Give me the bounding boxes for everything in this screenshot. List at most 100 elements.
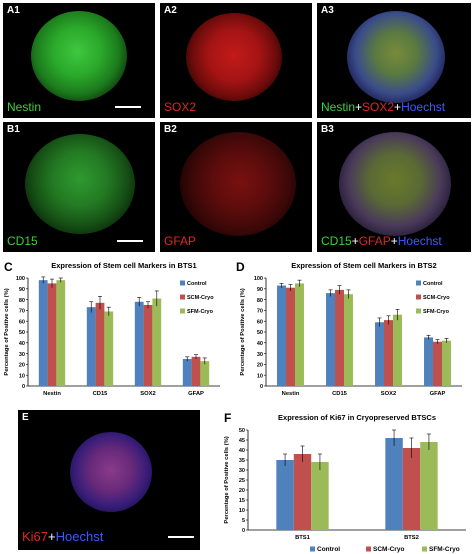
spheroid-image — [31, 11, 127, 101]
legend-swatch — [416, 308, 421, 314]
y-tick-label: 45 — [239, 438, 245, 444]
merge-part: + — [355, 100, 363, 114]
y-tick-label: 60 — [19, 319, 25, 325]
chart-f: Expression of Ki67 in Cryopreserved BTSC… — [224, 413, 466, 553]
panel-a2: A2 SOX2 — [160, 3, 312, 118]
chart-letter-d: D — [236, 260, 245, 274]
y-tick-label: 90 — [257, 287, 263, 293]
legend-label: Control — [317, 546, 340, 553]
y-tick-label: 80 — [19, 298, 25, 304]
merge-part: Hoechst — [401, 100, 446, 114]
bar — [335, 289, 344, 386]
y-tick-label: 70 — [19, 309, 25, 315]
marker-label: GFAP — [164, 234, 197, 248]
y-tick-label: 60 — [257, 319, 263, 325]
spheroid-image — [339, 132, 451, 236]
legend-swatch — [310, 546, 315, 552]
bar — [47, 283, 57, 386]
y-tick-label: 0 — [22, 384, 25, 390]
merge-part: CD15 — [321, 234, 352, 248]
y-tick-label: 100 — [16, 276, 25, 282]
y-tick-label: 40 — [257, 341, 263, 347]
bar — [152, 298, 162, 386]
y-tick-label: 40 — [19, 341, 25, 347]
y-tick-label: 40 — [239, 448, 245, 454]
panel-a3: A3 Nestin+SOX2+Hoechst — [317, 3, 471, 118]
bar — [402, 448, 421, 530]
chart-title: Expression of Stem cell Markers in BTS1 — [51, 261, 196, 270]
bar — [277, 285, 287, 386]
y-tick-label: 50 — [239, 428, 245, 434]
chart-letter-c: C — [4, 260, 13, 274]
bar — [424, 337, 434, 386]
y-tick-label: 20 — [239, 488, 245, 494]
legend-label: SFM-Cryo — [187, 309, 214, 315]
bar — [86, 307, 96, 386]
panel-label: B1 — [7, 124, 20, 135]
y-tick-label: 0 — [242, 528, 245, 534]
x-tick-label: BTS2 — [404, 535, 419, 541]
bar — [385, 438, 403, 530]
bar — [311, 462, 329, 530]
legend-swatch — [180, 280, 185, 286]
y-tick-label: 15 — [239, 498, 245, 504]
legend-swatch — [366, 546, 371, 552]
bar — [200, 361, 210, 386]
merge-part: GFAP — [358, 234, 391, 248]
merge-part: Ki67 — [22, 529, 49, 544]
legend-label: Control — [423, 281, 443, 287]
chart-letter-f: F — [224, 411, 232, 425]
spheroid-image — [180, 132, 296, 236]
panel-a1: A1 Nestin — [3, 3, 155, 118]
bar — [276, 460, 294, 530]
scale-bar — [115, 106, 141, 108]
bar — [143, 305, 153, 386]
y-tick-label: 10 — [239, 508, 245, 514]
bar — [384, 320, 393, 386]
x-tick-label: BTS1 — [295, 535, 311, 541]
y-axis-label: Percentage of Positive cells (%) — [4, 288, 10, 375]
panel-b3: B3 CD15+GFAP+Hoechst — [317, 122, 471, 252]
bar — [343, 294, 353, 386]
marker-label: Nestin — [7, 100, 42, 114]
legend-label: SCM-Cryo — [373, 546, 404, 553]
legend-swatch — [416, 294, 421, 300]
x-tick-label: GFAP — [188, 391, 204, 397]
bar — [182, 359, 192, 386]
bar — [293, 454, 312, 530]
bar — [392, 314, 402, 386]
bar — [433, 341, 442, 386]
y-axis-label: Percentage of Positive cells (%) — [224, 436, 230, 523]
y-tick-label: 30 — [19, 352, 25, 358]
spheroid-image — [25, 134, 135, 234]
bar — [191, 356, 201, 386]
legend-label: SCM-Cryo — [423, 295, 450, 301]
chart-title: Expression of Ki67 in Cryopreserved BTSC… — [278, 413, 436, 422]
bar — [375, 322, 385, 386]
spheroid-image — [186, 13, 282, 101]
bar — [294, 283, 304, 386]
y-tick-label: 25 — [239, 478, 245, 484]
y-tick-label: 5 — [242, 518, 245, 524]
merge-part: + — [394, 100, 402, 114]
chart-title: Expression of Stem cell Markers in BTS2 — [291, 261, 436, 270]
x-tick-label: CD15 — [332, 391, 348, 397]
y-tick-label: 50 — [257, 330, 263, 336]
y-tick-label: 70 — [257, 309, 263, 315]
chart-c: Expression of Stem cell Markers in BTS1 0… — [4, 261, 220, 397]
legend-swatch — [422, 546, 427, 552]
bar — [441, 340, 451, 386]
merge-part: Nestin — [321, 100, 356, 114]
y-tick-label: 100 — [254, 276, 263, 282]
bar — [134, 301, 144, 386]
panel-label: E — [22, 412, 29, 423]
legend-swatch — [180, 294, 185, 300]
merge-label: Nestin+SOX2+Hoechst — [321, 100, 445, 114]
scale-bar — [117, 240, 143, 242]
merge-part: Hoechst — [55, 529, 104, 544]
panel-label: A2 — [164, 5, 177, 16]
panel-b2: B2 GFAP — [160, 122, 312, 252]
y-tick-label: 10 — [257, 373, 263, 379]
legend-label: SCM-Cryo — [187, 295, 214, 301]
y-axis-label: Percentage of Positive cells (%) — [240, 288, 246, 375]
